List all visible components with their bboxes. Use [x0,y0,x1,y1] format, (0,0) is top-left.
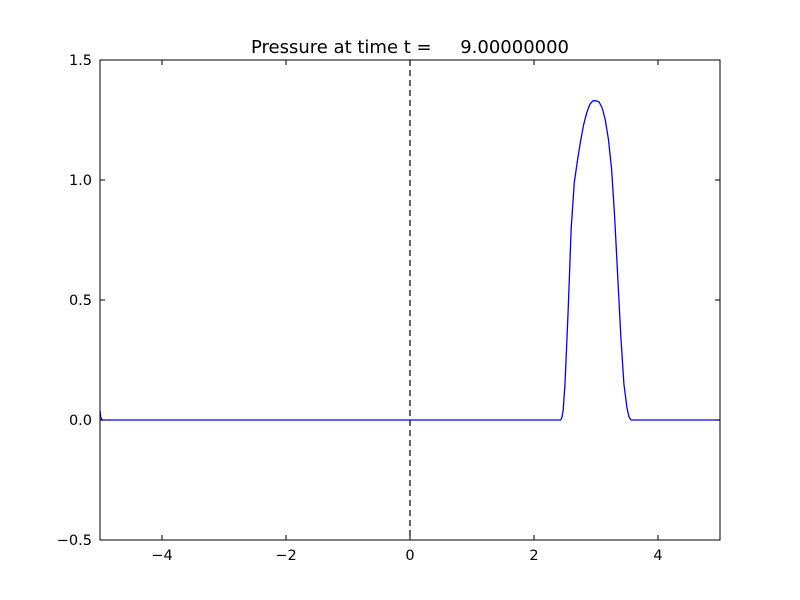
x-tick-label: 4 [653,548,662,564]
chart-title: Pressure at time t = 9.00000000 [251,37,569,58]
plot-area [100,60,720,540]
y-tick-label: 0.0 [69,413,92,429]
y-tick-label: −0.5 [57,533,92,549]
axis-ticks: −4 −2 0 2 4 −0.5 0.0 0.5 1.0 1.5 [57,53,720,564]
y-tick-label: 1.0 [69,173,92,189]
x-tick-label: −2 [275,548,296,564]
series-line-0 [100,100,720,421]
y-tick-label: 0.5 [69,293,92,309]
x-tick-label: 2 [529,548,538,564]
x-tick-label: −4 [151,548,172,564]
y-tick-label: 1.5 [69,53,92,69]
x-tick-label: 0 [405,548,414,564]
